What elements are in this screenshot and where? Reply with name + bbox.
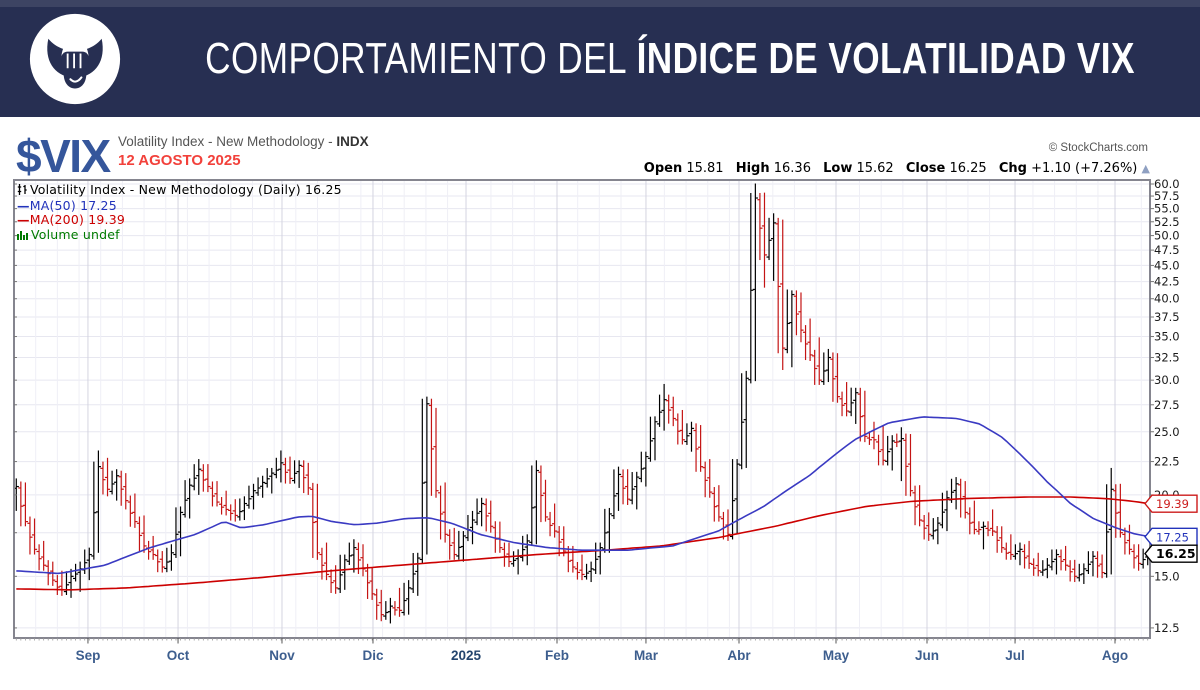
stockcharts-watermark: © StockCharts.com <box>1048 142 1148 154</box>
legend-price-label: Volatility Index - New Methodology (Dail… <box>30 182 342 197</box>
y-axis-tick-label: 30.0 <box>1154 373 1180 387</box>
close-value: 16.25 <box>949 161 987 176</box>
y-axis-tick-label: 32.5 <box>1154 351 1180 365</box>
up-triangle-icon: ▲ <box>1141 162 1150 175</box>
high-value: 16.36 <box>773 161 811 176</box>
y-axis-tick-label: 40.0 <box>1154 292 1180 306</box>
y-axis-tick-label: 15.0 <box>1154 569 1180 583</box>
ma50-line-swatch: — <box>17 197 30 213</box>
price-flag-label: 19.39 <box>1156 497 1189 511</box>
x-axis-month-label: Nov <box>269 648 295 663</box>
chart-legend: Volatility Index - New Methodology (Dail… <box>17 182 342 244</box>
ma50-line <box>16 416 1148 575</box>
y-axis-tick-label: 60.0 <box>1154 177 1180 191</box>
y-axis-tick-label: 52.5 <box>1154 215 1180 229</box>
legend-volume-label: Volume undef <box>31 226 120 242</box>
candlestick-icon <box>17 184 28 199</box>
ohlc-bars <box>13 183 1151 624</box>
axes: 12.515.017.520.022.525.027.530.032.535.0… <box>14 177 1180 663</box>
low-label: Low <box>823 161 853 176</box>
price-chart-canvas[interactable]: 12.515.017.520.022.525.027.530.032.535.0… <box>0 117 1200 690</box>
x-axis-month-label: 2025 <box>451 648 482 663</box>
legend-ma50-label: MA(50) 17.25 <box>29 197 117 213</box>
x-axis-month-label: Sep <box>76 648 101 663</box>
gridlines <box>14 180 1150 638</box>
close-label: Close <box>905 161 946 176</box>
low-value: 15.62 <box>856 161 894 176</box>
price-flag-label: 17.25 <box>1156 530 1189 544</box>
page-title-regular: COMPORTAMIENTO DEL <box>205 33 627 83</box>
legend-price-row[interactable]: Volatility Index - New Methodology (Dail… <box>17 182 342 199</box>
high-label: High <box>735 161 770 176</box>
header-banner: COMPORTAMIENTO DEL ÍNDICE DE VOLATILIDAD… <box>0 0 1200 117</box>
x-axis-month-label: Dic <box>362 648 384 663</box>
x-axis-month-label: Oct <box>167 648 190 663</box>
y-axis-tick-label: 22.5 <box>1154 455 1180 469</box>
ohlc-quote-row: Open 15.81 High 16.36 Low 15.62 Close 16… <box>636 161 1150 176</box>
symbol-exchange: INDX <box>336 134 369 149</box>
legend-ma200-label: MA(200) 19.39 <box>29 212 126 227</box>
ma200-line <box>16 496 1148 591</box>
y-axis-tick-label: 55.0 <box>1154 202 1180 216</box>
chg-value: +1.10 (+7.26%) <box>1031 161 1138 176</box>
price-flag <box>1144 544 1198 563</box>
page-title: COMPORTAMIENTO DEL ÍNDICE DE VOLATILIDAD… <box>205 0 1134 117</box>
y-axis-tick-label: 57.5 <box>1154 189 1180 203</box>
price-flag-label: 16.25 <box>1156 546 1196 561</box>
y-axis-tick-label: 35.0 <box>1154 330 1180 344</box>
y-axis-tick-label: 47.5 <box>1154 243 1180 257</box>
x-axis-month-label: Jul <box>1005 648 1025 663</box>
y-axis-tick-label: 12.5 <box>1154 621 1180 635</box>
chg-label: Chg <box>998 161 1027 176</box>
y-axis-tick-label: 50.0 <box>1154 229 1180 243</box>
symbol-name-text: Volatility Index - New Methodology - <box>118 134 337 149</box>
volume-bars-icon <box>17 229 29 244</box>
legend-volume-row[interactable]: Volume undef <box>17 226 342 244</box>
ma200-line-swatch: — <box>17 212 30 227</box>
x-axis-month-label: Mar <box>634 648 659 663</box>
x-axis-month-label: May <box>823 648 850 663</box>
y-axis-tick-label: 45.0 <box>1154 258 1180 272</box>
legend-ma50-row[interactable]: —MA(50) 17.25 <box>17 197 342 214</box>
bull-logo-icon <box>29 13 121 105</box>
x-axis-month-label: Ago <box>1102 648 1128 663</box>
symbol-description: Volatility Index - New Methodology - IND… <box>118 134 369 149</box>
open-label: Open <box>643 161 683 176</box>
price-flag <box>1144 494 1198 513</box>
x-axis-month-label: Jun <box>915 648 939 663</box>
y-axis-tick-label: 42.5 <box>1154 275 1180 289</box>
symbol-ticker: $VIX <box>16 130 111 182</box>
legend-ma200-row[interactable]: —MA(200) 19.39 <box>17 212 342 228</box>
y-axis-tick-label: 27.5 <box>1154 398 1180 412</box>
page-title-bold: ÍNDICE DE VOLATILIDAD VIX <box>636 33 1135 83</box>
x-axis-month-label: Feb <box>545 648 569 663</box>
chart-date: 12 AGOSTO 2025 <box>118 152 241 169</box>
open-value: 15.81 <box>686 161 724 176</box>
y-axis-tick-label: 37.5 <box>1154 310 1180 324</box>
y-axis-tick-label: 25.0 <box>1154 425 1180 439</box>
price-flag <box>1144 527 1198 546</box>
stockchart-panel: $VIX Volatility Index - New Methodology … <box>0 117 1200 690</box>
x-axis-month-label: Abr <box>727 648 751 663</box>
